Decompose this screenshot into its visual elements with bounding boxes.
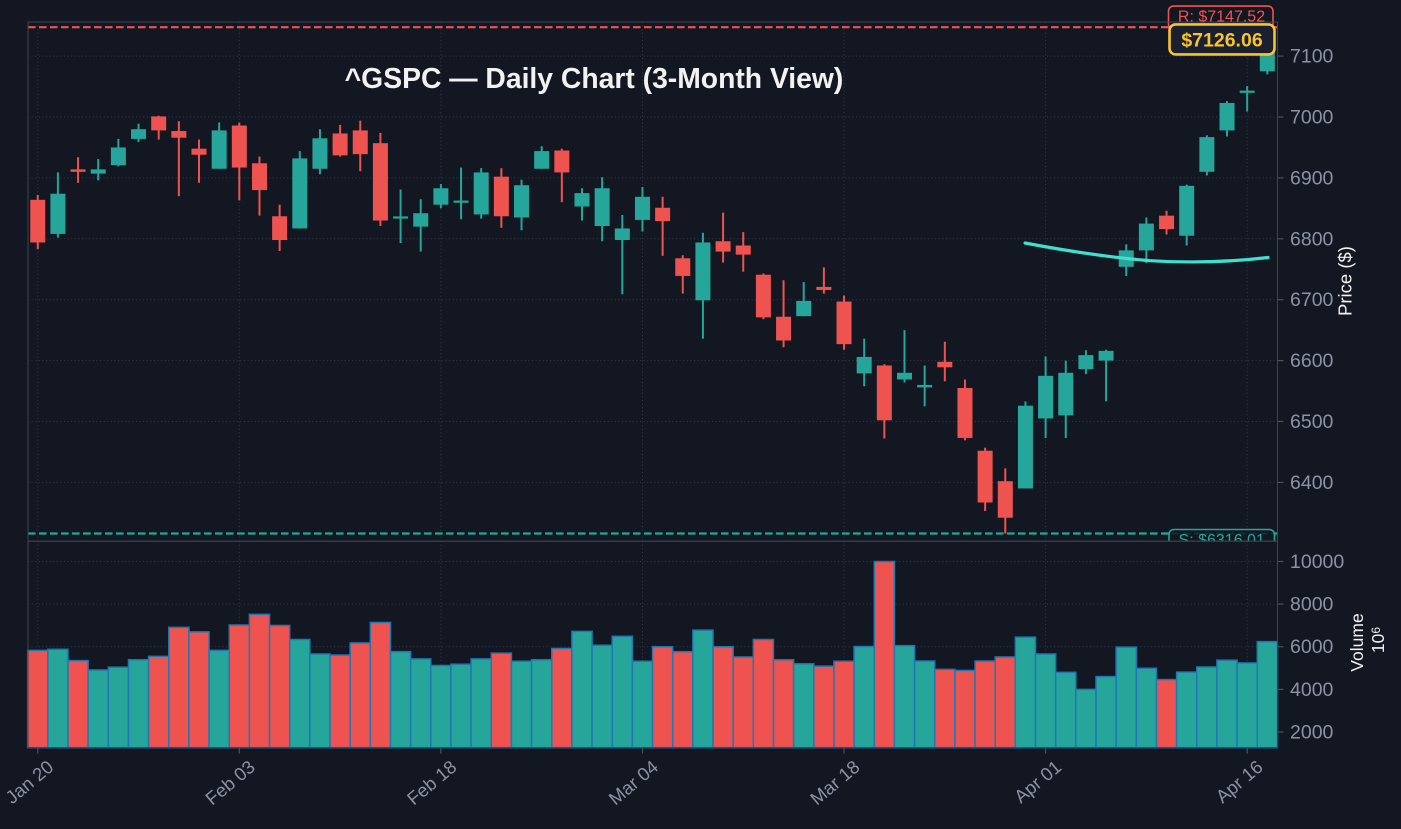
- svg-text:6600: 6600: [1290, 350, 1334, 372]
- svg-text:Volume: Volume: [1347, 613, 1367, 671]
- svg-text:6900: 6900: [1290, 167, 1334, 189]
- svg-text:6000: 6000: [1290, 636, 1334, 658]
- svg-text:10000: 10000: [1290, 551, 1344, 573]
- svg-text:4000: 4000: [1290, 679, 1334, 701]
- svg-text:^GSPC — Daily Chart (3-Month V: ^GSPC — Daily Chart (3-Month View): [345, 62, 844, 94]
- svg-text:6400: 6400: [1290, 472, 1334, 494]
- svg-text:106: 106: [1368, 627, 1388, 653]
- svg-text:7100: 7100: [1290, 46, 1334, 68]
- svg-text:6800: 6800: [1290, 228, 1334, 250]
- svg-text:6700: 6700: [1290, 289, 1334, 311]
- svg-text:6500: 6500: [1290, 411, 1334, 433]
- svg-text:8000: 8000: [1290, 594, 1334, 616]
- svg-text:2000: 2000: [1290, 722, 1334, 744]
- svg-text:7000: 7000: [1290, 107, 1334, 129]
- svg-text:S: $6316.01: S: $6316.01: [1179, 532, 1265, 549]
- svg-text:$7126.06: $7126.06: [1181, 29, 1262, 51]
- svg-text:Price ($): Price ($): [1335, 246, 1356, 316]
- svg-text:R: $7147.52: R: $7147.52: [1178, 8, 1265, 25]
